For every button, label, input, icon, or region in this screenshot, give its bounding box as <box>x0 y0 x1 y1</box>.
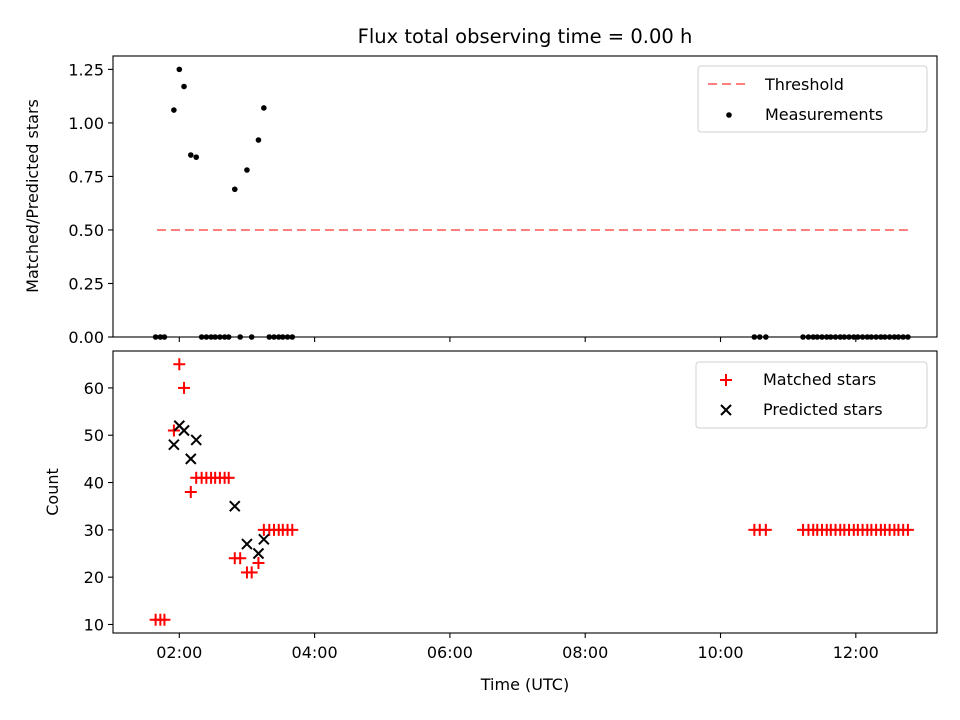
predicted-star-point <box>229 500 241 512</box>
matched-star-point <box>901 523 914 536</box>
legend-matched-swatch <box>720 374 732 386</box>
ratio-y-tick-label: 0.00 <box>68 328 104 347</box>
legend-predicted-swatch <box>720 404 732 416</box>
matched-star-point <box>178 381 191 394</box>
predicted-star-point <box>190 434 202 446</box>
count-x-tick-label: 04:00 <box>292 643 338 662</box>
legend-predicted-marker <box>720 404 732 416</box>
ratio-y-tick-label: 1.25 <box>68 60 104 79</box>
predicted-star-point <box>168 438 180 451</box>
measurement-point <box>261 105 267 111</box>
matched-stars-points <box>149 358 914 626</box>
ratio-legend-box <box>697 65 928 133</box>
count-y-label: Count <box>43 468 62 516</box>
measurement-point <box>244 167 250 173</box>
predicted-star-point <box>258 533 270 546</box>
ratio-legend: Threshold Measurements <box>697 65 928 133</box>
matched-star-point <box>759 523 772 536</box>
measurement-point <box>187 152 194 158</box>
count-x-tick-label: 10:00 <box>697 643 743 662</box>
measurement-point <box>193 154 200 160</box>
ratio-y-tick-label: 0.50 <box>68 221 104 240</box>
count-y-tick-label: 40 <box>84 474 104 493</box>
ratio-y-axis: 0.00 0.25 0.50 0.75 1.00 1.25 <box>68 60 113 347</box>
count-y-axis: 10 20 30 40 50 60 <box>84 379 113 634</box>
legend-matched-marker <box>720 374 732 386</box>
legend-measurements-label: Measurements <box>765 105 883 124</box>
matched-star-point <box>286 523 299 536</box>
ratio-y-tick-label: 1.00 <box>68 114 104 133</box>
ratio-panel: Flux total observing time = 0.00 h 0.000… <box>23 25 938 347</box>
count-y-tick-label: 30 <box>84 521 104 540</box>
measurement-point <box>171 107 177 113</box>
predicted-star-point <box>178 424 190 437</box>
matched-star-point <box>158 613 171 626</box>
measurement-point <box>181 83 187 90</box>
matched-star-point <box>245 566 258 579</box>
count-x-tick-label: 06:00 <box>427 643 473 662</box>
matched-star-point <box>173 358 186 371</box>
count-x-tick-label: 08:00 <box>562 643 608 662</box>
predicted-star-point <box>252 547 265 560</box>
matched-star-point <box>252 556 265 569</box>
matched-star-point <box>234 552 247 565</box>
measurement-point <box>255 137 262 143</box>
matched-star-point <box>167 424 180 437</box>
count-legend-box <box>695 361 928 429</box>
count-x-tick-label: 02:00 <box>156 643 202 662</box>
predicted-star-point <box>185 453 197 465</box>
count-panel: 10 20 30 40 50 60 02:00 04:00 06:00 08:00 10:00 12… <box>43 350 938 694</box>
matched-star-point <box>184 486 197 498</box>
legend-matched-label: Matched stars <box>763 370 876 389</box>
count-y-tick-label: 10 <box>84 615 104 634</box>
matched-star-point <box>222 471 235 484</box>
predicted-star-point <box>241 538 253 550</box>
legend-predicted-label: Predicted stars <box>763 400 883 419</box>
count-y-tick-label: 50 <box>84 426 104 445</box>
ratio-y-tick-label: 0.75 <box>68 167 104 186</box>
legend-measurements-swatch <box>726 112 732 118</box>
chart-title: Flux total observing time = 0.00 h <box>358 25 693 48</box>
count-x-tick-label: 12:00 <box>833 643 879 662</box>
count-y-tick-label: 60 <box>84 379 104 398</box>
count-y-tick-label: 20 <box>84 568 104 587</box>
count-x-label: Time (UTC) <box>480 675 569 694</box>
count-legend: Matched stars Predicted stars <box>695 361 928 429</box>
legend-threshold-label: Threshold <box>764 75 844 94</box>
measurement-point <box>231 186 238 193</box>
ratio-y-tick-label: 0.25 <box>68 274 104 293</box>
count-plot-frame <box>112 350 938 634</box>
ratio-y-label: Matched/Predicted stars <box>23 99 42 293</box>
count-x-axis: 02:00 04:00 06:00 08:00 10:00 12:00 <box>156 633 879 662</box>
measurement-point <box>176 66 183 73</box>
ratio-plot-frame <box>112 55 938 338</box>
predicted-stars-points <box>168 420 270 560</box>
